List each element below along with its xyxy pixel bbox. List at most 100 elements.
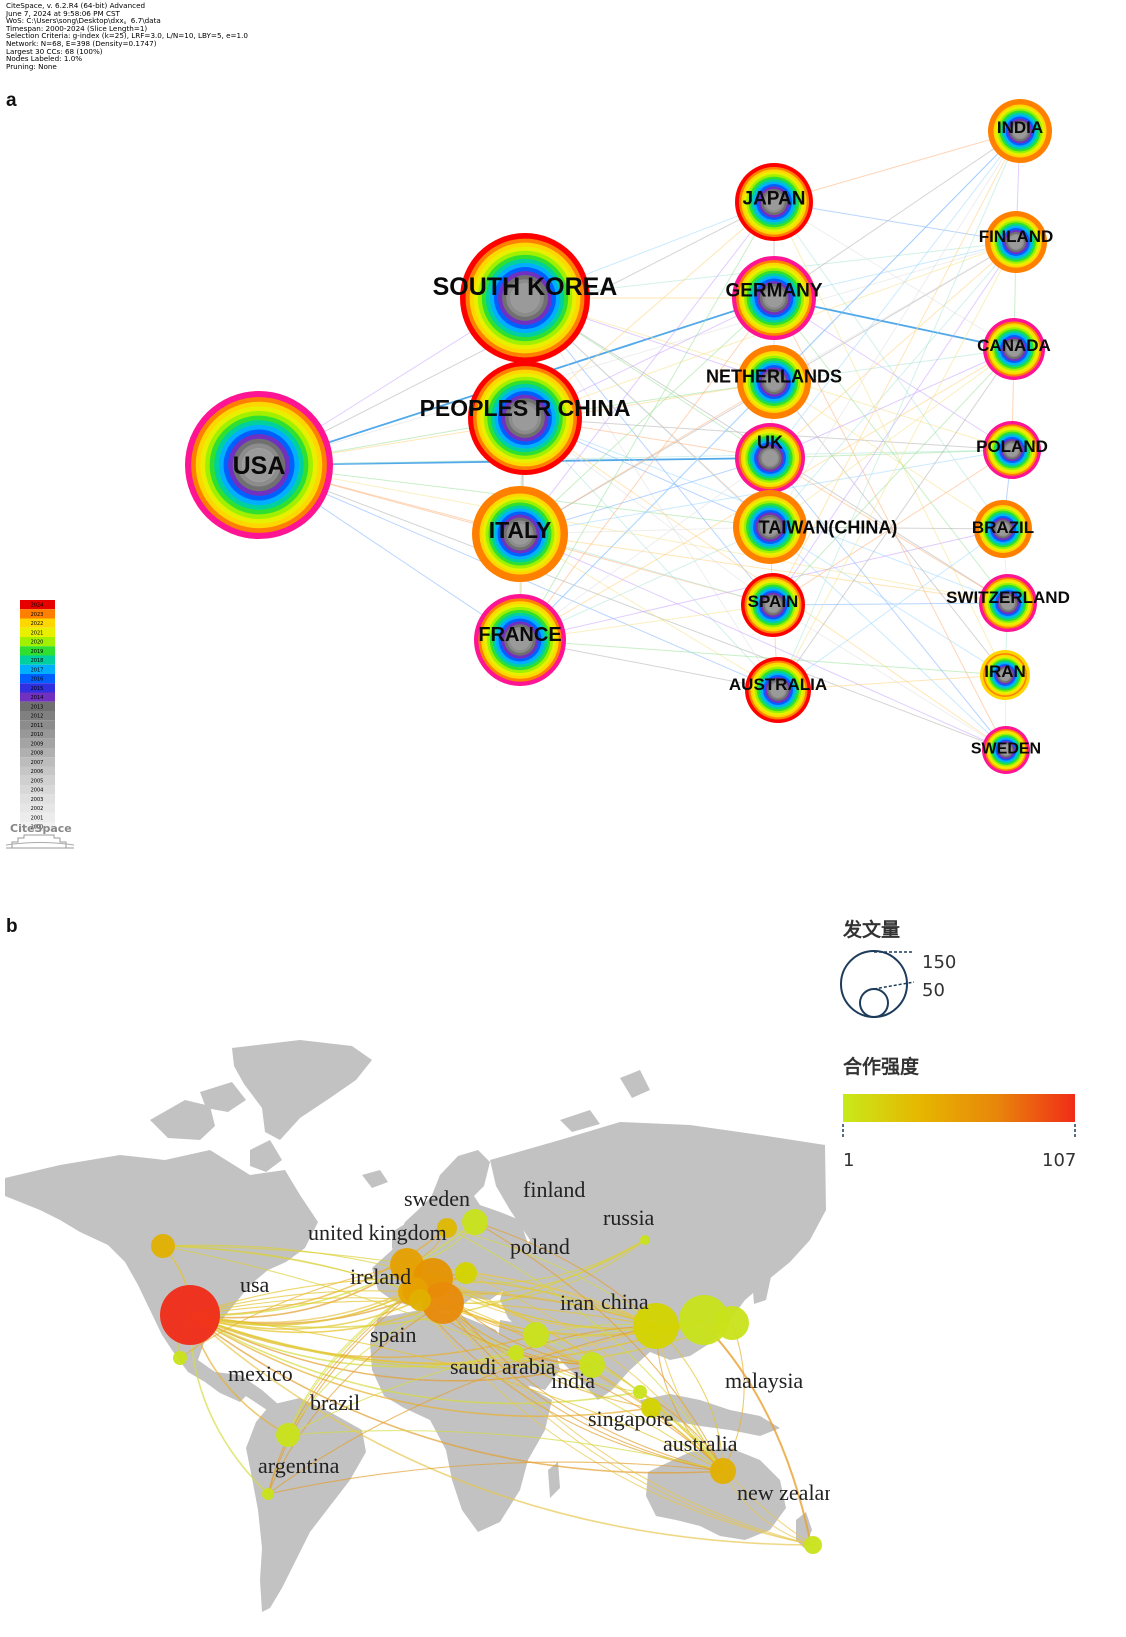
node-italy: ITALY xyxy=(472,486,568,582)
size-legend-50: 50 xyxy=(922,980,945,1001)
network-edge xyxy=(772,130,1021,606)
node-label: AUSTRALIA xyxy=(729,675,827,694)
network-edge xyxy=(519,201,775,641)
year-label: 2003 xyxy=(31,797,44,803)
year-label: 2004 xyxy=(31,788,44,794)
collaboration-arc xyxy=(410,1291,814,1546)
collaboration-arc xyxy=(722,1470,814,1546)
country-bubbles xyxy=(151,1209,822,1554)
collaboration-arc xyxy=(722,1322,745,1472)
bubble-finland xyxy=(462,1209,488,1235)
svg-text:CiteSpace: CiteSpace xyxy=(10,822,72,835)
node-label: SPAIN xyxy=(748,592,799,611)
year-label: 2016 xyxy=(31,677,44,683)
collaboration-arc xyxy=(267,1277,434,1495)
map-label-russia: russia xyxy=(603,1205,655,1230)
bubble-russia xyxy=(640,1235,650,1245)
collaboration-arc xyxy=(474,1221,724,1472)
map-label-iran: iran xyxy=(560,1290,594,1315)
collaboration-arc xyxy=(515,1352,724,1472)
year-label: 2006 xyxy=(31,769,44,775)
node-japan: JAPAN xyxy=(735,163,813,241)
year-label: 2005 xyxy=(31,778,44,784)
map-label-ireland: ireland xyxy=(350,1264,411,1289)
bubble-brazil xyxy=(276,1423,300,1447)
year-swatch xyxy=(20,600,55,610)
collaboration-arc xyxy=(442,1302,814,1546)
year-label: 2008 xyxy=(31,751,44,757)
bubble-saudi xyxy=(508,1345,524,1361)
node-china: PEOPLES R CHINA xyxy=(420,361,630,475)
size-legend-circles xyxy=(840,950,915,1018)
bubble-iran xyxy=(523,1322,549,1348)
collaboration-arc xyxy=(162,1245,724,1472)
bubble-argentina xyxy=(262,1488,274,1500)
year-label: 2009 xyxy=(31,741,44,747)
network-edge xyxy=(777,528,1004,691)
collaboration-arc xyxy=(474,1221,657,1327)
collaboration-arc xyxy=(287,1430,724,1472)
node-sweden: SWEDEN xyxy=(971,726,1041,774)
size-legend-title: 发文量 xyxy=(843,919,901,941)
map-label-singapore: singapore xyxy=(588,1406,674,1431)
bubble-malaysia xyxy=(641,1398,661,1418)
network-edge xyxy=(773,241,1017,383)
network-edge xyxy=(769,241,1017,459)
network-edge xyxy=(519,201,775,535)
node-uk: UK xyxy=(735,423,805,493)
node-label: ITALY xyxy=(489,517,552,543)
node-germany: GERMANY xyxy=(725,256,823,340)
year-swatch xyxy=(20,720,55,730)
node-label: JAPAN xyxy=(743,189,806,210)
network-edge xyxy=(777,348,1015,691)
map-label-spain: spain xyxy=(370,1322,416,1347)
collaboration-arc xyxy=(446,1227,657,1327)
year-swatch xyxy=(20,655,55,665)
year-swatch xyxy=(20,701,55,711)
year-color-legend: 2024 2023 2022 2021 2020 2019 2018 2017 2016 2015… xyxy=(20,600,55,832)
bubble-korea xyxy=(679,1295,729,1345)
node-canada: CANADA xyxy=(977,318,1051,380)
bubble-italy xyxy=(422,1282,464,1324)
bubble-mexico xyxy=(173,1351,187,1365)
collaboration-arc xyxy=(655,1325,814,1546)
bubble-singapore xyxy=(633,1385,647,1399)
network-edge xyxy=(524,297,774,606)
year-label: 2000 xyxy=(31,825,44,831)
network-edges xyxy=(258,130,1021,751)
collaboration-arc xyxy=(410,1291,724,1472)
node-spain: SPAIN xyxy=(741,573,805,637)
node-finland: FINLAND xyxy=(979,211,1053,273)
year-swatch xyxy=(20,609,55,619)
collaboration-arc xyxy=(179,1264,408,1359)
year-swatch xyxy=(20,683,55,693)
country-network-diagram: USA SOUTH KOREA PEOPLES R CHINA ITALY FRANCE… xyxy=(5,99,1070,849)
collaboration-arc xyxy=(446,1227,724,1472)
node-label: IRAN xyxy=(984,662,1026,681)
network-edge xyxy=(772,348,1015,606)
year-swatch xyxy=(20,637,55,647)
node-label: USA xyxy=(233,452,286,480)
size-legend-150: 150 xyxy=(922,952,957,973)
network-edge xyxy=(773,130,1021,203)
year-label: 2018 xyxy=(31,658,44,664)
bubble-nz xyxy=(804,1536,822,1554)
bubble-sweden xyxy=(437,1218,457,1238)
year-swatch xyxy=(20,757,55,767)
network-edge xyxy=(773,130,1021,383)
map-label-finland: finland xyxy=(523,1177,585,1202)
node-label: GERMANY xyxy=(725,281,822,302)
collaboration-arc xyxy=(189,1314,537,1359)
map-label-argentina: argentina xyxy=(258,1453,340,1478)
node-label: UK xyxy=(757,432,783,452)
citespace-logo: CiteSpace xyxy=(5,822,75,849)
network-edge xyxy=(769,457,1009,604)
bubble-canada xyxy=(151,1234,175,1258)
collaboration-strength-gradient xyxy=(843,1094,1075,1122)
network-edge xyxy=(769,348,1015,459)
citespace-metadata: CiteSpace, v. 6.2.R4 (64-bit) Advanced Ju… xyxy=(6,2,248,70)
bubble-china xyxy=(633,1303,679,1349)
node-label: SOUTH KOREA xyxy=(433,273,618,301)
year-swatch xyxy=(20,627,55,637)
year-label: 2014 xyxy=(31,695,44,701)
